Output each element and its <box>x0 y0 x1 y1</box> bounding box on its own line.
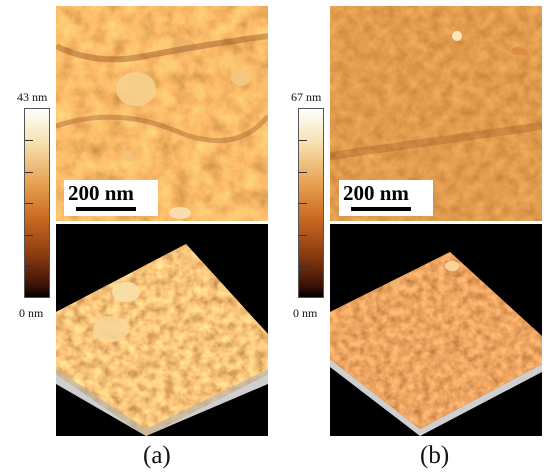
colorbar-max-label-a: 43 nm <box>17 90 48 104</box>
colorbar-min-label-b: 0 nm <box>293 306 318 320</box>
panel-label-a: (a) <box>143 442 171 469</box>
scalebar-a <box>76 207 136 211</box>
scalebar-label-a: 200 nm <box>68 181 134 205</box>
colorbar-max-label-b: 67 nm <box>291 90 322 104</box>
colorbar-a <box>24 108 50 298</box>
afm-2d-image-a: 200 nm <box>56 6 268 221</box>
afm-3d-image-a <box>56 224 268 436</box>
colorbar-b <box>298 108 324 298</box>
scalebar-b <box>351 207 411 211</box>
afm-2d-image-b: 200 nm <box>330 6 542 221</box>
scalebar-label-b: 200 nm <box>343 181 409 205</box>
panel-label-b: (b) <box>420 442 450 469</box>
afm-3d-image-b <box>330 224 542 436</box>
colorbar-min-label-a: 0 nm <box>19 306 44 320</box>
